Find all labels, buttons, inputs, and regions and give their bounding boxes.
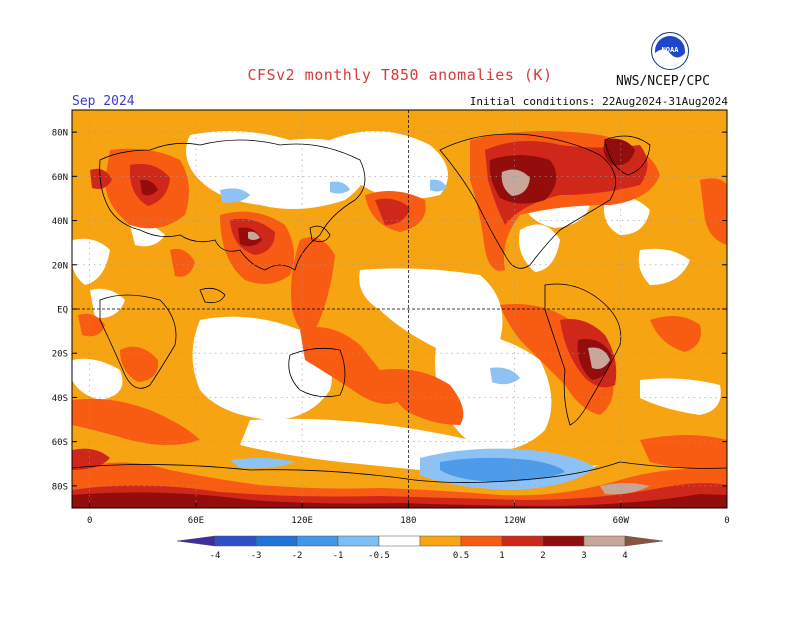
colorbar-segment	[337, 535, 380, 547]
colorbar-segment	[542, 535, 585, 547]
colorbar-segment	[255, 535, 298, 547]
noaa-logo-icon: NOAA	[651, 32, 689, 70]
colorbar-label: -3	[251, 551, 262, 561]
lat-tick-label: 20S	[52, 350, 68, 360]
map-title: CFSv2 monthly T850 anomalies (K)	[247, 66, 553, 84]
colorbar: -4 -3 -2 -1 -0.5 0.5 1 2 3 4	[176, 535, 664, 561]
lat-tick-label: 40N	[52, 217, 68, 227]
colorbar-label: 3	[581, 551, 586, 561]
colorbar-segment	[460, 535, 503, 547]
lon-tick-label: 120E	[291, 516, 313, 526]
reference-lines	[72, 110, 727, 508]
lon-tick-label: 180	[400, 516, 416, 526]
colorbar-segment	[501, 535, 544, 547]
valid-month-label: Sep 2024	[72, 94, 135, 109]
lat-tick-label: EQ	[57, 306, 68, 316]
lon-tick-label: 60W	[613, 516, 630, 526]
colorbar-label: 1	[499, 551, 504, 561]
lon-tick-label: 0	[724, 516, 729, 526]
colorbar-label: 0.5	[453, 551, 469, 561]
agency-label: NWS/NCEP/CPC	[616, 74, 710, 89]
colorbar-segment	[296, 535, 339, 547]
colorbar-label: 2	[540, 551, 545, 561]
axis-ticks: 80N 60N 40N 20N EQ 20S 40S 60S 80S 0 60E 120E 180 120…	[52, 129, 730, 526]
lon-tick-label: 0	[87, 516, 92, 526]
initial-conditions-label: Initial conditions: 22Aug2024-31Aug2024	[469, 95, 728, 108]
colorbar-segment	[214, 535, 257, 547]
lat-tick-label: 20N	[52, 261, 68, 271]
colorbar-label: -1	[333, 551, 344, 561]
colorbar-segment	[378, 535, 421, 547]
lat-tick-label: 40S	[52, 394, 68, 404]
logo-text: NOAA	[662, 46, 680, 54]
colorbar-label: -4	[210, 551, 221, 561]
lat-tick-label: 80S	[52, 482, 68, 492]
lon-tick-label: 60E	[188, 516, 204, 526]
lat-tick-label: 80N	[52, 129, 68, 139]
colorbar-label: 4	[622, 551, 627, 561]
lon-tick-label: 120W	[504, 516, 526, 526]
lat-tick-label: 60S	[52, 438, 68, 448]
colorbar-arrow-right	[624, 535, 664, 547]
anom-neg-1-2-regions	[440, 457, 565, 482]
colorbar-arrow-left	[176, 535, 216, 547]
colorbar-label: -2	[292, 551, 303, 561]
coastlines	[72, 133, 727, 483]
colorbar-segment	[419, 535, 462, 547]
lat-tick-label: 60N	[52, 173, 68, 183]
colorbar-label: -0.5	[368, 551, 390, 561]
colorbar-segment	[583, 535, 626, 547]
